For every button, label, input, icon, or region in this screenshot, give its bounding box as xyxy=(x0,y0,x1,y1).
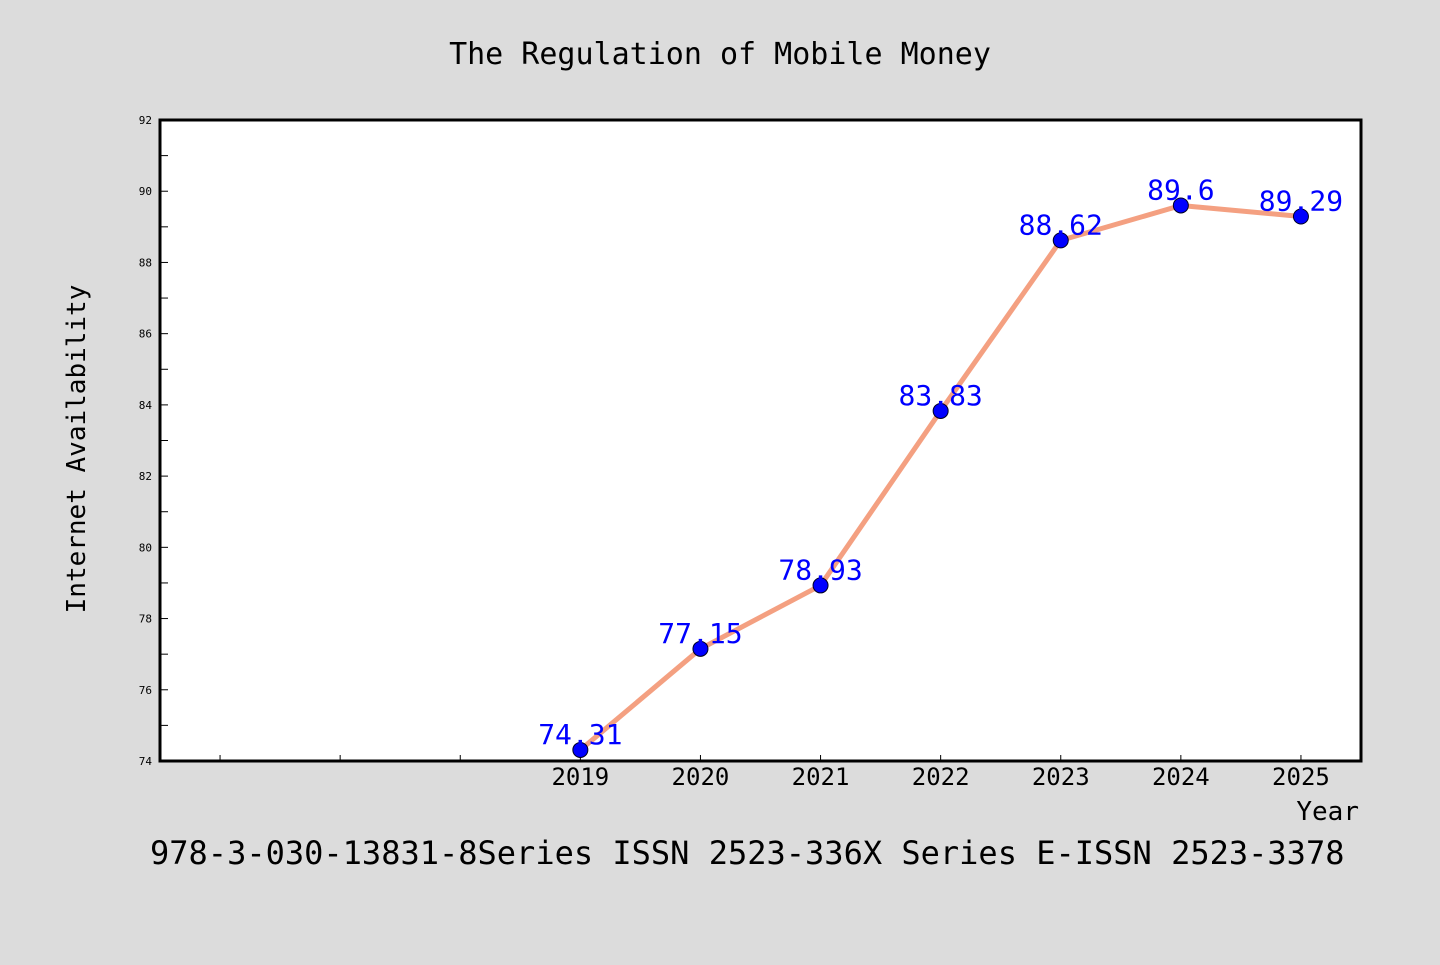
x-tick-label: 2024 xyxy=(1152,763,1210,791)
x-tick-label: 2025 xyxy=(1272,763,1330,791)
chart-title: The Regulation of Mobile Money xyxy=(449,37,991,72)
data-point xyxy=(812,577,829,594)
data-point xyxy=(692,640,709,657)
data-label: 77.15 xyxy=(658,617,742,650)
x-tick-label: 2019 xyxy=(551,763,609,791)
y-tick-label: 78 xyxy=(139,613,152,626)
data-point xyxy=(1052,232,1069,249)
y-tick-label: 84 xyxy=(139,399,153,412)
x-tick-label: 2022 xyxy=(912,763,970,791)
y-tick-label: 76 xyxy=(139,684,152,697)
data-point xyxy=(932,402,949,419)
x-axis: 2019 2020 2021 2022 2023 2024 2025 xyxy=(219,755,1330,791)
x-tick-label: 2023 xyxy=(1032,763,1090,791)
series-group: 74.31 77.15 78.93 83.83 88.62 89.6 89.29 xyxy=(538,173,1343,758)
data-label: 78.93 xyxy=(778,553,862,586)
data-point xyxy=(572,741,589,758)
x-tick-label: 2020 xyxy=(672,763,730,791)
y-tick-label: 90 xyxy=(139,185,152,198)
y-tick-label: 86 xyxy=(139,328,152,341)
data-label: 88.62 xyxy=(1019,208,1103,241)
y-tick-label: 74 xyxy=(139,755,153,768)
data-label: 74.31 xyxy=(538,718,622,751)
data-label: 83.83 xyxy=(899,379,983,412)
x-tick-label: 2021 xyxy=(792,763,850,791)
y-tick-label: 92 xyxy=(139,114,152,127)
y-tick-label: 80 xyxy=(139,541,152,554)
data-label: 89.29 xyxy=(1259,185,1343,218)
data-point xyxy=(1292,208,1309,225)
x-axis-label: Year xyxy=(1296,797,1359,827)
data-point xyxy=(1172,197,1189,214)
y-tick-label: 82 xyxy=(139,470,152,483)
plot-area xyxy=(158,118,1363,763)
y-axis-label: Internet Availability xyxy=(62,285,92,614)
footnote: 978-3-030-13831-8Series ISSN 2523-336X S… xyxy=(150,834,1344,872)
y-axis: 74 76 78 80 82 84 86 88 90 92 xyxy=(139,114,168,768)
data-label: 89.6 xyxy=(1147,173,1214,206)
y-tick-label: 88 xyxy=(139,256,152,269)
